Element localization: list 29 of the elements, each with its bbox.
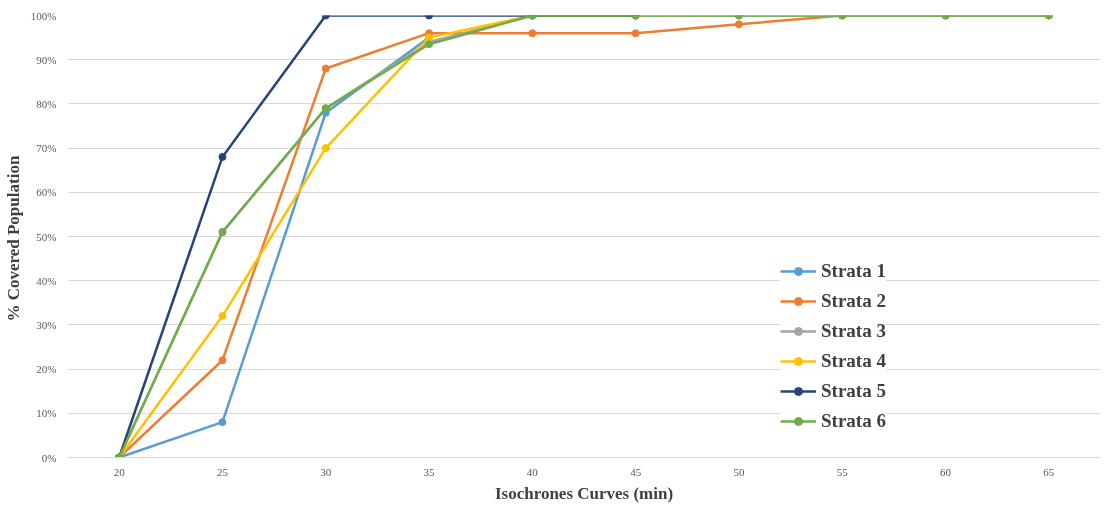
x-tick-label: 65	[1043, 465, 1055, 478]
x-tick-label: 35	[423, 465, 436, 478]
x-tick-label: 40	[526, 465, 539, 478]
x-axis-title: Isochrones Curves (min)	[494, 483, 674, 503]
x-tick-label: 55	[836, 465, 849, 478]
legend-label: Strata 3	[821, 320, 886, 342]
x-tick-label: 20	[113, 465, 126, 478]
legend-label: Strata 4	[821, 350, 886, 372]
y-tick-label: 40%	[36, 274, 57, 287]
y-tick-label: 50%	[36, 230, 57, 243]
y-tick-label: 30%	[36, 318, 57, 331]
x-tick-label: 60	[940, 465, 952, 478]
y-tick-label: 20%	[36, 363, 57, 376]
y-tick-label: 90%	[36, 53, 57, 66]
legend-label: Strata 1	[821, 260, 886, 282]
legend-label: Strata 6	[821, 410, 886, 432]
x-tick-label: 30	[320, 465, 332, 478]
y-tick-label: 80%	[36, 97, 57, 110]
y-tick-label: 0%	[41, 451, 57, 464]
legend-label: Strata 2	[821, 290, 886, 312]
x-tick-label: 45	[630, 465, 642, 478]
y-tick-label: 100%	[30, 9, 57, 22]
x-tick-label: 50	[733, 465, 745, 478]
y-tick-label: 70%	[36, 142, 57, 155]
y-axis-title: % Covered Population	[3, 155, 23, 322]
y-tick-label: 60%	[36, 186, 57, 199]
y-tick-label: 10%	[36, 407, 57, 420]
x-tick-label: 25	[216, 465, 229, 478]
legend-label: Strata 5	[821, 380, 886, 402]
